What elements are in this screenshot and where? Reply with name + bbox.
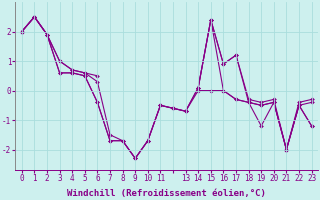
- X-axis label: Windchill (Refroidissement éolien,°C): Windchill (Refroidissement éolien,°C): [67, 189, 266, 198]
